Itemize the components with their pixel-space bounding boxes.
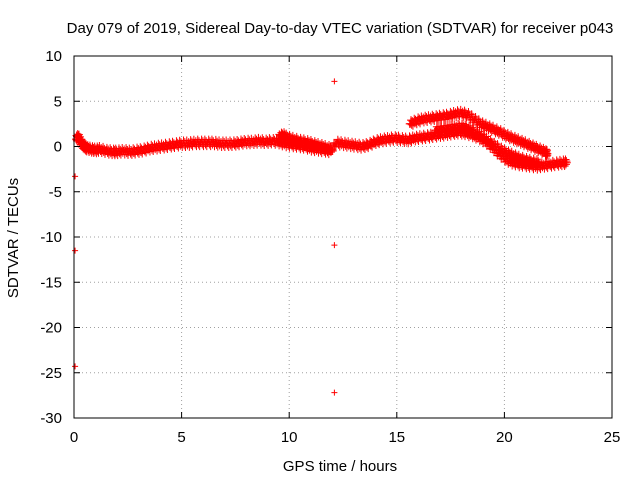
- data-point: [533, 160, 542, 169]
- x-tick-label: 5: [177, 429, 185, 446]
- data-point: [306, 135, 315, 144]
- data-point: [534, 157, 543, 166]
- data-point: [331, 389, 338, 396]
- y-tick-label: -30: [40, 410, 62, 427]
- data-point: [421, 116, 430, 125]
- data-point: [432, 134, 441, 143]
- x-tick-label: 0: [70, 429, 78, 446]
- axis-ticks: 0 5 10 15 20 25 -30 -25 -20 -15 -10 -5 0 5 10: [40, 48, 620, 446]
- y-tick-label: -25: [40, 365, 62, 382]
- grid: [74, 56, 612, 418]
- y-tick-label: -5: [49, 184, 62, 201]
- data-point: [348, 142, 357, 151]
- data-point: [543, 149, 552, 158]
- x-tick-label: 20: [496, 429, 513, 446]
- data-point: [72, 247, 79, 254]
- data-point: [72, 363, 79, 370]
- x-tick-label: 15: [388, 429, 405, 446]
- data-point: [351, 138, 360, 147]
- x-tick-label: 25: [604, 429, 621, 446]
- y-tick-label: 5: [54, 93, 62, 110]
- data-point: [331, 242, 338, 249]
- x-axis-label: GPS time / hours: [283, 458, 397, 475]
- data-point: [562, 158, 571, 167]
- data-point: [72, 173, 79, 180]
- x-tick-label: 10: [281, 429, 298, 446]
- data-point: [542, 162, 551, 171]
- y-tick-label: 10: [45, 48, 62, 65]
- y-tick-label: -15: [40, 274, 62, 291]
- y-tick-label: 0: [54, 139, 62, 156]
- data-point: [337, 136, 346, 145]
- data-point: [413, 135, 422, 144]
- data-point: [456, 105, 465, 114]
- y-tick-label: -10: [40, 229, 62, 246]
- data-point: [331, 78, 338, 85]
- data-point: [380, 137, 389, 146]
- y-axis-label: SDTVAR / TECUs: [5, 178, 22, 298]
- data-point: [534, 158, 543, 167]
- data-point: [434, 129, 443, 138]
- data-point: [447, 125, 456, 134]
- data-point: [155, 144, 164, 153]
- data-point: [328, 145, 337, 154]
- data-point: [344, 137, 353, 146]
- data-points: [72, 78, 571, 396]
- data-point: [441, 115, 450, 124]
- chart-title: Day 079 of 2019, Sidereal Day-to-day VTE…: [67, 20, 614, 37]
- data-point: [532, 155, 541, 164]
- y-tick-label: -20: [40, 320, 62, 337]
